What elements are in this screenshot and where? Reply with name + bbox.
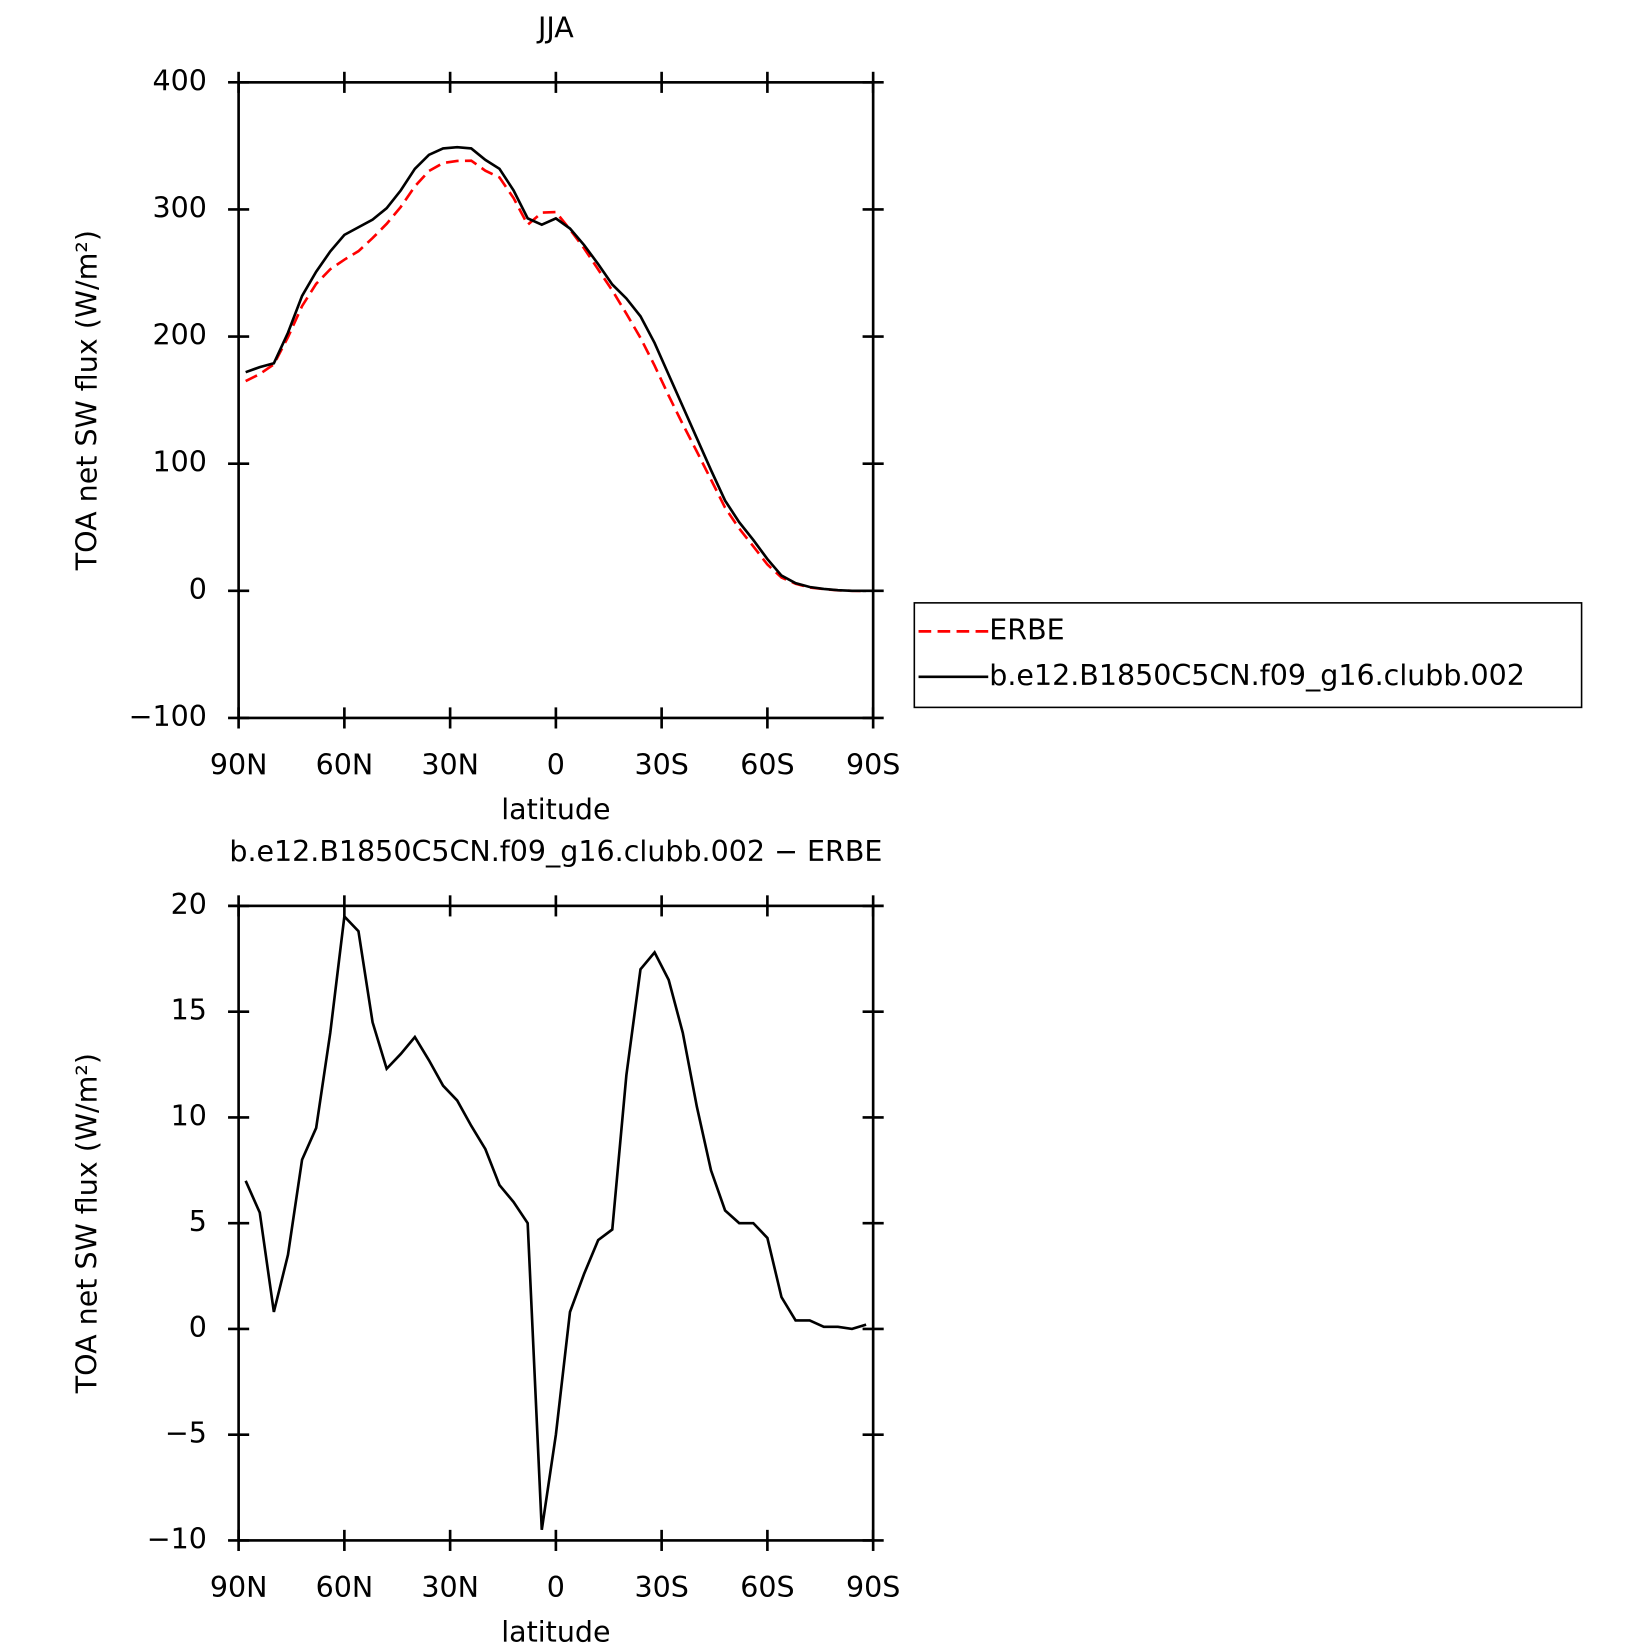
y-tick-label: −100 <box>129 700 207 733</box>
x-tick-label: 30N <box>421 749 479 782</box>
x-tick-label: 60S <box>740 749 794 782</box>
y-tick-label: 10 <box>171 1099 207 1132</box>
y-tick-label: 300 <box>153 191 207 224</box>
x-tick-label: 60N <box>316 749 374 782</box>
y-axis-label: TOA net SW flux (W/m²) <box>71 230 104 571</box>
x-tick-label: 90S <box>846 1571 900 1604</box>
x-tick-label: 30S <box>634 1571 688 1604</box>
x-axis-label: latitude <box>501 793 610 826</box>
x-tick-label: 0 <box>547 749 565 782</box>
y-tick-label: 5 <box>189 1205 207 1238</box>
y-tick-label: −10 <box>147 1522 207 1555</box>
y-tick-label: 20 <box>171 888 207 921</box>
chart-title: JJA <box>536 12 574 45</box>
y-tick-label: 400 <box>153 64 207 97</box>
y-tick-label: −5 <box>165 1417 207 1450</box>
x-tick-label: 90N <box>210 749 268 782</box>
y-tick-label: 0 <box>189 1311 207 1344</box>
y-tick-label: 0 <box>189 573 207 606</box>
y-axis-label: TOA net SW flux (W/m²) <box>71 1053 104 1394</box>
y-tick-label: 15 <box>171 994 207 1027</box>
chart-title: b.e12.B1850C5CN.f09_g16.clubb.002 − ERBE <box>229 835 882 868</box>
plot-frame <box>237 81 875 720</box>
x-tick-label: 60S <box>740 1571 794 1604</box>
series-line <box>244 913 867 1531</box>
series-line <box>245 145 867 593</box>
x-tick-label: 60N <box>316 1571 374 1604</box>
y-tick-label: 200 <box>153 319 207 352</box>
x-tick-label: 0 <box>547 1571 565 1604</box>
legend-label: b.e12.B1850C5CN.f09_g16.clubb.002 <box>989 659 1525 692</box>
x-axis-label: latitude <box>501 1615 610 1647</box>
x-tick-label: 90S <box>846 749 900 782</box>
x-tick-label: 90N <box>210 1571 268 1604</box>
legend-label: ERBE <box>989 613 1064 646</box>
y-tick-label: 100 <box>153 446 207 479</box>
legend-box <box>913 602 1583 709</box>
series-line <box>245 159 867 593</box>
x-tick-label: 30S <box>634 749 688 782</box>
x-tick-label: 30N <box>421 1571 479 1604</box>
